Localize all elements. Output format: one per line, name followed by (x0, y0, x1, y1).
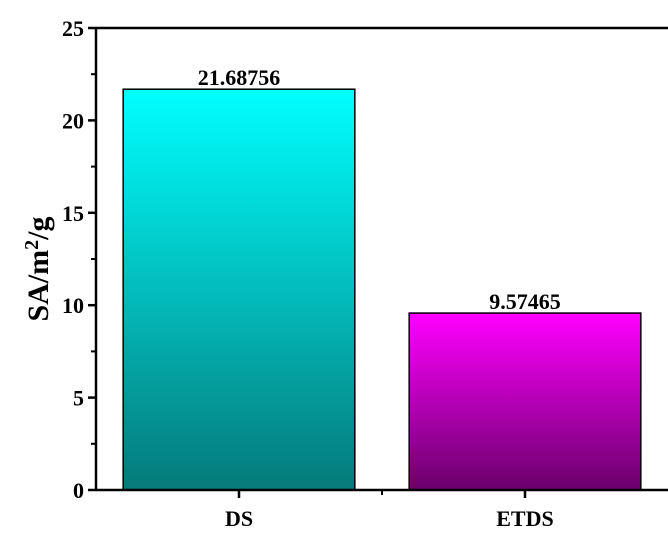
y-axis-title: SA/m2/g (21, 216, 55, 321)
x-ticks-group: DS ETDS (225, 490, 554, 531)
y-tick-label: 0 (73, 478, 84, 503)
y-tick-label: 5 (73, 386, 84, 411)
x-tick-label-ds: DS (225, 506, 253, 531)
y-axis-title-base: SA/m (22, 250, 55, 322)
y-tick-label: 25 (62, 16, 84, 41)
bars-group (122, 88, 642, 491)
y-tick-label: 15 (62, 201, 84, 226)
bar-etds (408, 312, 642, 491)
data-labels-group: 21.68756 9.57465 (198, 65, 561, 314)
x-tick-label-etds: ETDS (496, 506, 553, 531)
y-ticks-group: 0 5 10 15 20 25 (62, 16, 96, 503)
data-label-etds: 9.57465 (489, 289, 561, 314)
y-axis-title-suffix: /g (22, 216, 55, 240)
data-label-ds: 21.68756 (198, 65, 281, 90)
y-tick-label: 10 (62, 293, 84, 318)
y-tick-label: 20 (62, 108, 84, 133)
y-axis-title-superscript: 2 (21, 240, 43, 250)
bar-ds (122, 88, 356, 491)
